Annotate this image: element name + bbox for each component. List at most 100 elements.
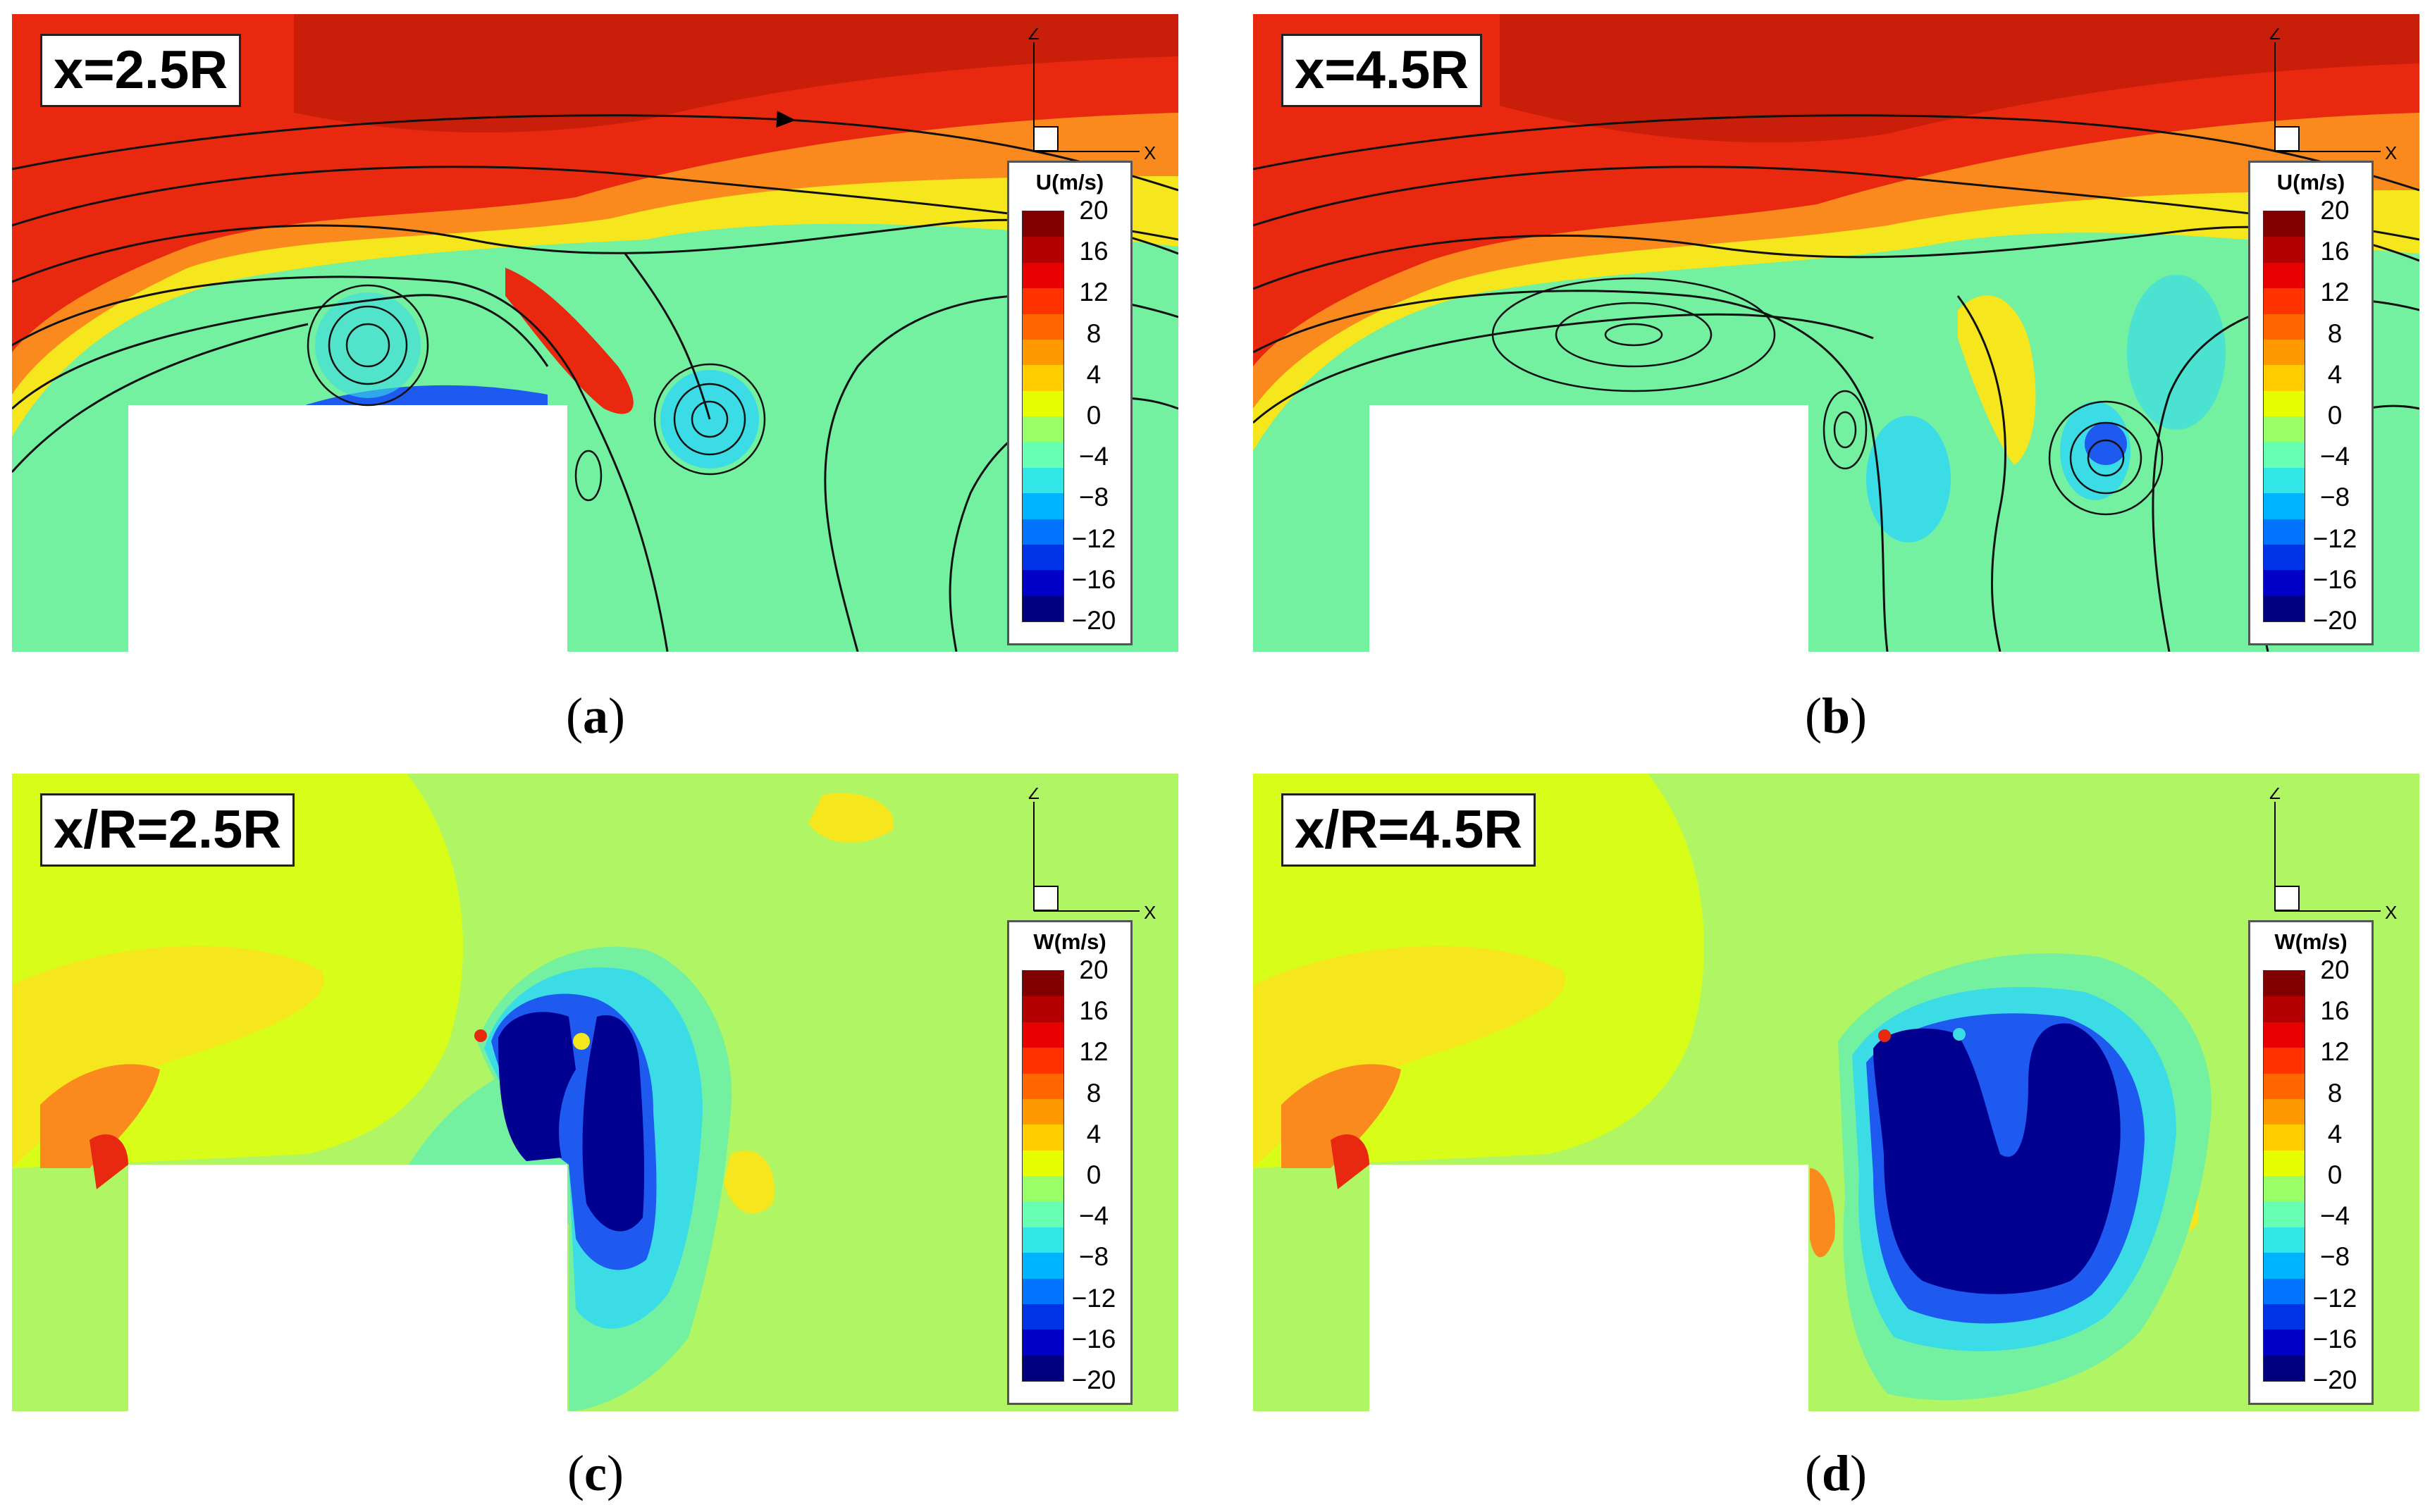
colorbar-legend: U(m/s) 20 16 12 8 4 0 −4 −8 −12 −16 −20 [2248, 161, 2374, 645]
colorbar-swatch [2264, 570, 2305, 596]
colorbar-tick-label: −8 [1078, 1242, 1109, 1272]
axis-triad: Z X [1020, 28, 1161, 162]
colorbar-swatch [1023, 519, 1063, 545]
colorbar-title: U(m/s) [2276, 170, 2345, 194]
colorbar-title: W(m/s) [2274, 929, 2348, 954]
colorbar-swatch [1023, 1124, 1063, 1151]
colorbar-tick-label: 20 [2320, 955, 2350, 984]
axis-triad: Z X [1020, 788, 1161, 922]
colorbar-swatch [2264, 493, 2305, 519]
colorbar-swatch [1023, 493, 1063, 519]
colorbar-swatch [2264, 1176, 2305, 1202]
colorbar-swatch [2264, 1098, 2305, 1125]
colorbar-tick-label: −12 [1071, 523, 1116, 553]
colorbar-swatch [1023, 467, 1063, 494]
colorbar-swatch [2264, 996, 2305, 1022]
panel-label: x=4.5R [1281, 34, 1483, 107]
colorbar-swatch [1023, 390, 1063, 416]
colorbar-swatch [1023, 544, 1063, 571]
axis-x-label: X [2385, 902, 2397, 922]
contour-plot-u-b [1253, 14, 2419, 652]
colorbar-tick-label: 4 [2327, 1119, 2343, 1148]
axis-triad: Z X [2261, 28, 2402, 162]
colorbar-tick-label: 0 [1086, 1160, 1102, 1189]
caption-c: (c) [567, 1445, 624, 1501]
colorbar-swatch [2264, 1073, 2305, 1099]
colorbar-tick-label: −4 [1078, 442, 1109, 471]
colorbar-tick-label: −8 [2319, 1242, 2350, 1272]
panel-label: x/R=2.5R [40, 793, 295, 867]
colorbar-tick-label: −16 [1071, 1324, 1116, 1353]
colorbar-swatch [1023, 1303, 1063, 1330]
colorbar-swatch [1023, 288, 1063, 314]
colorbar-swatch [2264, 262, 2305, 289]
colorbar-tick-label: −20 [2312, 606, 2357, 635]
contour-plot-w-d [1253, 774, 2419, 1411]
colorbar-swatch [1023, 1253, 1063, 1279]
colorbar-tick-label: −16 [1071, 564, 1116, 594]
colorbar-tick-label: 16 [2320, 237, 2350, 266]
axis-triad: Z X [2261, 788, 2402, 922]
colorbar-tick-label: −20 [1071, 606, 1116, 635]
colorbar-swatch [2264, 544, 2305, 571]
contour-plot-u-a [12, 14, 1178, 652]
colorbar-swatch [1023, 971, 1063, 997]
colorbar-tick-label: 0 [2327, 1160, 2343, 1189]
colorbar-swatch [1023, 1098, 1063, 1125]
colorbar-swatch [2264, 288, 2305, 314]
colorbar-tick-label: −20 [2312, 1365, 2357, 1394]
colorbar [1022, 211, 1064, 622]
caption-b: (b) [1804, 688, 1867, 744]
colorbar-tick-label: 16 [1079, 237, 1109, 266]
colorbar-swatch [2264, 519, 2305, 545]
colorbar-swatch [2264, 1201, 2305, 1227]
colorbar-tick-label: −16 [2312, 1324, 2357, 1353]
panel-b: x=4.5R Z X U(m/s) 20 16 12 8 4 0 −4 −8 −12 −16 −20 [1253, 14, 2419, 652]
colorbar-tick-label: 4 [2327, 359, 2343, 389]
colorbar-tick-label: 12 [2320, 1037, 2350, 1067]
colorbar-tick-label: 16 [2320, 996, 2350, 1026]
contour-plot-w-c [12, 774, 1178, 1411]
caption-a: (a) [566, 688, 625, 744]
colorbar-legend: W(m/s) 20 16 12 8 4 0 −4 −8 −12 −16 −20 [1007, 920, 1133, 1405]
colorbar-legend: U(m/s) 20 16 12 8 4 0 −4 −8 −12 −16 −20 [1007, 161, 1133, 645]
colorbar-swatch [1023, 1150, 1063, 1176]
colorbar-tick-label: −8 [2319, 483, 2350, 512]
colorbar-swatch [2264, 1022, 2305, 1048]
colorbar-tick-label: 0 [2327, 401, 2343, 430]
colorbar-swatch [1023, 211, 1063, 237]
colorbar-tick-label: 0 [1086, 401, 1102, 430]
colorbar-swatch [2264, 365, 2305, 391]
colorbar-swatch [1023, 1048, 1063, 1074]
colorbar-swatch [2264, 211, 2305, 237]
colorbar-swatch [2264, 1048, 2305, 1074]
colorbar-tick-label: 20 [1079, 955, 1109, 984]
colorbar-tick-label: −4 [2319, 442, 2350, 471]
colorbar-swatch [1023, 1355, 1063, 1381]
colorbar-tick-label: 4 [1086, 1119, 1102, 1148]
axis-x-label: X [1144, 902, 1156, 922]
colorbar-swatch [2264, 1278, 2305, 1304]
colorbar-tick-label: 20 [1079, 196, 1109, 225]
colorbar-swatch [1023, 365, 1063, 391]
colorbar-swatch [2264, 314, 2305, 340]
colorbar-swatch [1023, 1227, 1063, 1253]
colorbar-swatch [2264, 1330, 2305, 1356]
colorbar-tick-label: −4 [1078, 1201, 1109, 1231]
axis-x-label: X [2385, 142, 2397, 162]
colorbar-swatch [2264, 1355, 2305, 1381]
colorbar-title: U(m/s) [1035, 170, 1104, 194]
colorbar [2263, 970, 2305, 1382]
colorbar-swatch [2264, 390, 2305, 416]
colorbar-swatch [1023, 1201, 1063, 1227]
colorbar-swatch [2264, 1253, 2305, 1279]
colorbar-swatch [1023, 1330, 1063, 1356]
colorbar-swatch [2264, 971, 2305, 997]
axis-x-label: X [1144, 142, 1156, 162]
axis-z-label: Z [2269, 788, 2281, 803]
axis-z-label: Z [1028, 788, 1040, 803]
colorbar-swatch [2264, 595, 2305, 621]
colorbar-tick-label: −4 [2319, 1201, 2350, 1231]
colorbar-tick-label: −8 [1078, 483, 1109, 512]
colorbar-tick-label: 8 [1086, 318, 1102, 348]
